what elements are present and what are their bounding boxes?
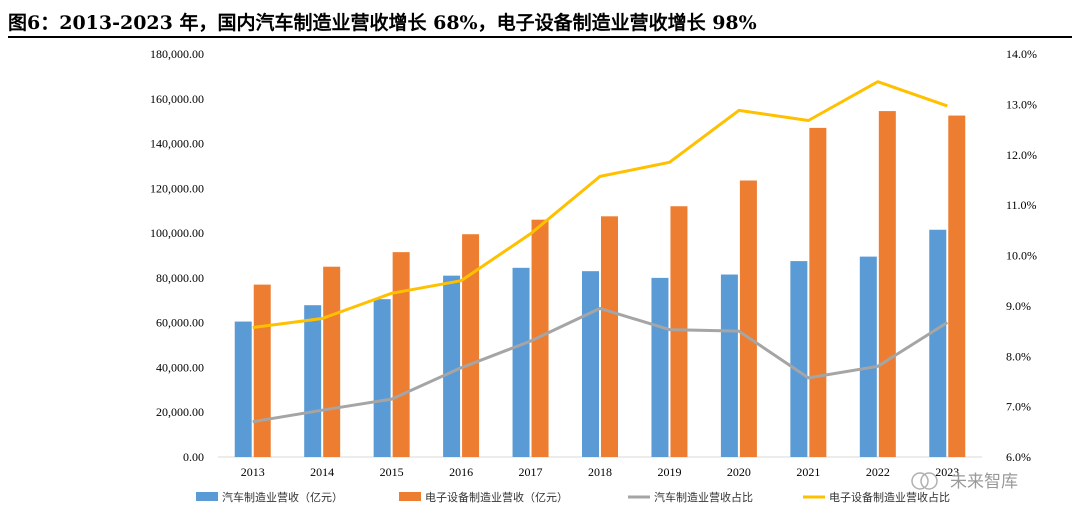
lines-layer xyxy=(252,80,949,424)
y-left-tick-label: 80,000.00 xyxy=(156,271,204,285)
watermark-text: 未来智库 xyxy=(950,472,1018,492)
x-tick-label: 2019 xyxy=(657,465,681,479)
y-right-tick-label: 10.0% xyxy=(1006,249,1037,263)
y-right-tick-label: 7.0% xyxy=(1006,400,1031,414)
electronics-revenue-bar xyxy=(739,180,757,457)
y-right-tick-label: 11.0% xyxy=(1006,198,1037,212)
y-axis-left: 0.00 20,000.00 40,000.00 60,000.00 80,000.00… xyxy=(150,47,204,464)
bars-layer xyxy=(234,111,966,457)
auto-share-line xyxy=(252,306,949,424)
x-tick-label: 2021 xyxy=(796,465,820,479)
legend-swatch xyxy=(196,492,218,501)
electronics-revenue-bar xyxy=(809,127,827,457)
y-right-tick-label: 14.0% xyxy=(1006,47,1037,61)
electronics-revenue-bar xyxy=(323,266,341,457)
auto-revenue-bar xyxy=(234,321,252,457)
x-tick-label: 2017 xyxy=(519,465,543,479)
auto-revenue-bar xyxy=(790,261,808,457)
title-bar: 图6：2013-2023 年，国内汽车制造业营收增长 68%，电子设备制造业营收… xyxy=(8,6,1072,38)
y-left-tick-label: 20,000.00 xyxy=(156,405,204,419)
electronics-revenue-bar xyxy=(601,216,618,457)
x-axis: 2013 2014 2015 2016 2017 2018 2019 2020 2021 2022… xyxy=(218,456,982,479)
x-tick-label: 2013 xyxy=(241,465,265,479)
y-left-tick-label: 180,000.00 xyxy=(150,47,204,61)
legend-label: 汽车制造业营收占比 xyxy=(654,490,753,504)
auto-revenue-bar xyxy=(512,267,530,457)
legend-label: 电子设备制造业营收（亿元） xyxy=(425,490,568,504)
electronics-revenue-bar xyxy=(253,284,271,457)
x-tick-label: 2016 xyxy=(449,465,473,479)
y-right-tick-label: 13.0% xyxy=(1006,97,1037,111)
y-right-tick-label: 9.0% xyxy=(1006,299,1031,313)
auto-revenue-bar xyxy=(859,256,877,457)
y-right-tick-label: 8.0% xyxy=(1006,349,1031,363)
y-left-tick-label: 0.00 xyxy=(183,450,204,464)
auto-revenue-bar xyxy=(582,271,599,457)
y-right-tick-label: 6.0% xyxy=(1006,450,1031,464)
watermark-icon xyxy=(911,472,938,490)
auto-revenue-bar xyxy=(304,305,322,457)
auto-revenue-bar xyxy=(443,275,461,457)
electronics-revenue-bar xyxy=(948,115,966,457)
legend: 汽车制造业营收（亿元） 电子设备制造业营收（亿元） 汽车制造业营收占比 电子设备制造业… xyxy=(196,490,950,504)
auto-revenue-bar xyxy=(651,277,669,457)
y-left-tick-label: 140,000.00 xyxy=(150,137,204,151)
figure-title: 图6：2013-2023 年，国内汽车制造业营收增长 68%，电子设备制造业营收… xyxy=(8,12,757,34)
y-right-tick-label: 12.0% xyxy=(1006,148,1037,162)
y-left-tick-label: 160,000.00 xyxy=(150,92,204,106)
electronics-share-line xyxy=(252,80,948,329)
y-left-tick-label: 40,000.00 xyxy=(156,360,204,374)
y-left-tick-label: 100,000.00 xyxy=(150,226,204,240)
legend-swatch xyxy=(399,492,421,501)
electronics-revenue-bar xyxy=(670,206,688,457)
y-left-tick-label: 60,000.00 xyxy=(156,316,204,330)
x-tick-label: 2023 xyxy=(935,465,959,479)
y-left-tick-label: 120,000.00 xyxy=(150,181,204,195)
electronics-revenue-bar xyxy=(878,111,896,457)
electronics-revenue-bar xyxy=(392,252,410,457)
x-tick-label: 2014 xyxy=(310,465,334,479)
y-axis-right: 6.0% 7.0% 8.0% 9.0% 10.0% 11.0% 12.0% 13.0% 14.0… xyxy=(1006,47,1037,464)
x-tick-label: 2018 xyxy=(588,465,612,479)
auto-revenue-bar xyxy=(929,229,947,457)
x-tick-label: 2022 xyxy=(866,465,890,479)
legend-label: 汽车制造业营收（亿元） xyxy=(222,490,343,504)
electronics-revenue-bar xyxy=(531,219,549,457)
legend-label: 电子设备制造业营收占比 xyxy=(829,490,950,504)
auto-revenue-bar xyxy=(720,274,738,457)
x-tick-label: 2015 xyxy=(380,465,404,479)
electronics-revenue-bar xyxy=(462,234,480,457)
x-tick-label: 2020 xyxy=(727,465,751,479)
auto-revenue-bar xyxy=(373,299,391,457)
